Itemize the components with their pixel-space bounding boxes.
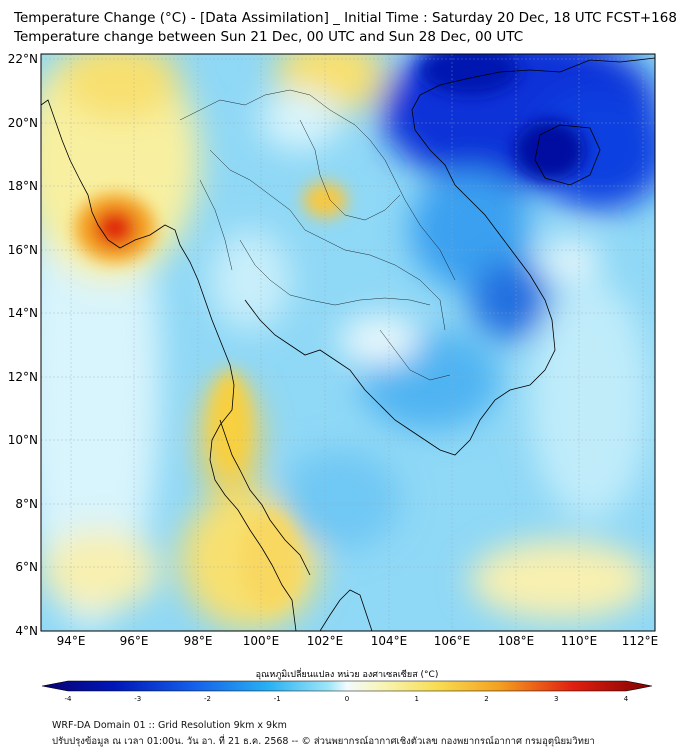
- lat-label: 4°N: [15, 624, 38, 638]
- lat-label: 20°N: [8, 116, 38, 130]
- lat-label: 10°N: [8, 433, 38, 447]
- lon-label: 94°E: [57, 634, 86, 648]
- lon-label: 100°E: [243, 634, 280, 648]
- lon-label: 106°E: [434, 634, 471, 648]
- colorbar-tick-label: -1: [274, 695, 281, 703]
- lon-label: 98°E: [184, 634, 213, 648]
- colorbar: [41, 680, 653, 692]
- lat-label: 14°N: [8, 306, 38, 320]
- lon-label: 108°E: [498, 634, 535, 648]
- lon-label: 104°E: [371, 634, 408, 648]
- lat-label: 16°N: [8, 243, 38, 257]
- colorbar-tick-label: 4: [624, 695, 629, 703]
- colorbar-tick-label: 3: [554, 695, 558, 703]
- lon-label: 96°E: [120, 634, 149, 648]
- temperature-field: [41, 54, 655, 631]
- map-title: Temperature Change (°C) - [Data Assimila…: [14, 10, 676, 26]
- coastlines: [41, 57, 655, 631]
- colorbar-tick-label: 1: [415, 695, 419, 703]
- colorbar-tick-label: 2: [484, 695, 488, 703]
- lat-label: 22°N: [8, 52, 38, 66]
- lon-label: 110°E: [561, 634, 598, 648]
- colorbar-tick-label: -2: [204, 695, 211, 703]
- borders: [179, 89, 456, 381]
- lon-label: 112°E: [622, 634, 659, 648]
- lon-label: 102°E: [307, 634, 344, 648]
- lat-label: 18°N: [8, 179, 38, 193]
- colorbar-tick-label: 0: [345, 695, 349, 703]
- colorbar-label: อุณหภูมิเปลี่ยนแปลง หน่วย องศาเซลเซียส (…: [256, 667, 439, 680]
- colorbar-tick-label: -4: [65, 695, 73, 703]
- footer-model-info: WRF-DA Domain 01 :: Grid Resolution 9km …: [52, 720, 287, 731]
- lat-label: 12°N: [8, 370, 38, 384]
- lat-label: 6°N: [15, 560, 38, 574]
- map-subtitle: Temperature change between Sun 21 Dec, 0…: [14, 29, 524, 45]
- plot-frame: [40, 53, 656, 632]
- lat-label: 8°N: [15, 497, 38, 511]
- footer-credit: ปรับปรุงข้อมูล ณ เวลา 01:00น. วัน อา. ที…: [52, 736, 595, 747]
- colorbar-tick-label: -3: [134, 695, 141, 703]
